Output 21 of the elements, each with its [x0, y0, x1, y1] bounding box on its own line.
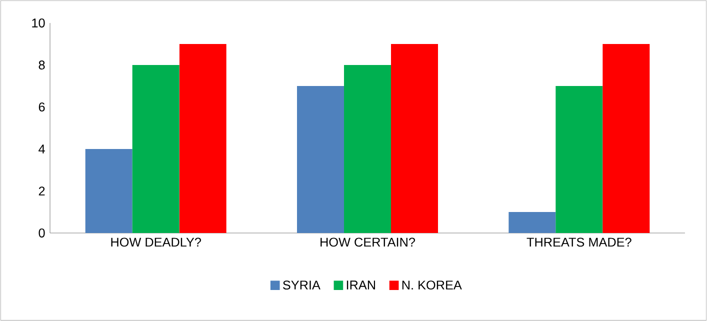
x-tick-label: HOW DEADLY?: [111, 238, 202, 247]
legend-label: SYRIA: [283, 280, 320, 290]
bar: [297, 86, 344, 233]
legend-label: IRAN: [346, 280, 376, 290]
y-tick-label: 4: [38, 144, 45, 154]
y-tick-label: 10: [32, 18, 45, 28]
y-tick-label: 0: [38, 228, 45, 238]
bar: [85, 148, 132, 233]
bar: [179, 44, 226, 233]
legend-label: N. KOREA: [402, 280, 462, 290]
bar: [602, 44, 650, 233]
y-tick-label: 8: [38, 60, 45, 70]
bar: [508, 212, 556, 233]
bar: [391, 44, 438, 233]
y-tick-label: 2: [38, 186, 45, 196]
bar: [344, 64, 391, 233]
x-tick-label: HOW CERTAIN?: [320, 238, 416, 247]
x-tick-label: THREATS MADE?: [526, 238, 632, 247]
bar: [132, 64, 180, 233]
bar: [556, 86, 603, 233]
y-tick-label: 6: [38, 102, 45, 112]
